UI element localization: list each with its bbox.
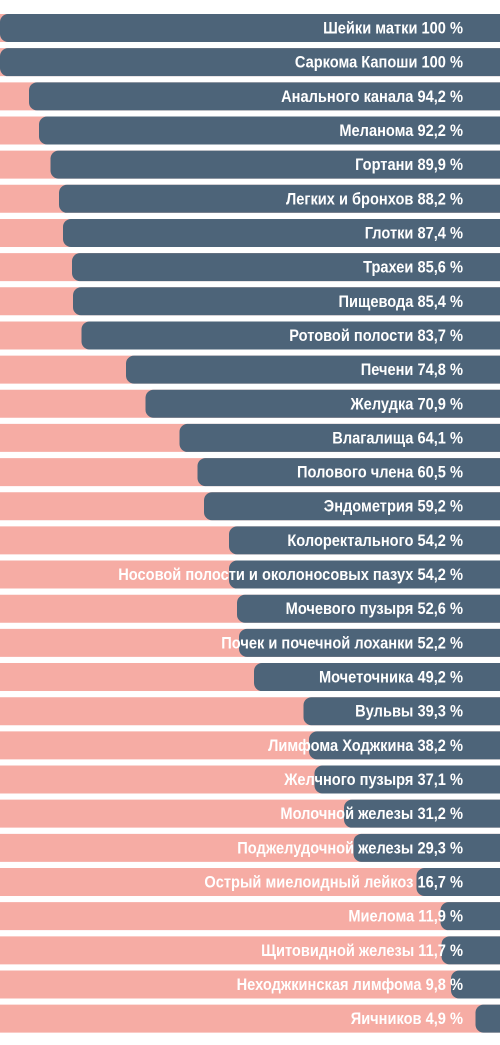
value-bar	[229, 560, 500, 589]
bar-label: Желчного пузыря 37,1 %	[283, 770, 463, 789]
value-bar	[0, 14, 500, 42]
remainder-bar	[0, 902, 500, 931]
bar-label: Эндометрия 59,2 %	[324, 497, 463, 516]
bar-label: Глотки 87,4 %	[365, 223, 463, 242]
value-bar	[440, 902, 500, 931]
bar-label: Полового члена 60,5 %	[297, 463, 463, 482]
bar-label: Мочеточника 49,2 %	[319, 668, 463, 687]
value-bar	[353, 833, 500, 862]
remainder-bar	[0, 1004, 500, 1033]
bar-label: Печени 74,8 %	[361, 360, 463, 379]
bar-label: Легких и бронхов 88,2 %	[286, 189, 463, 208]
value-bar	[63, 218, 500, 247]
value-bar	[237, 594, 500, 623]
bar-label: Гортани 89,9 %	[355, 155, 463, 174]
bar-label: Острый миелоидный лейкоз 16,7 %	[204, 873, 463, 892]
remainder-bar	[0, 868, 500, 896]
value-bar	[344, 799, 500, 828]
value-bar	[475, 1004, 500, 1033]
value-bar	[72, 253, 500, 282]
bar-label: Вульвы 39,3 %	[355, 702, 463, 721]
bar-label: Неходжкинская лимфома 9,8 %	[237, 975, 463, 994]
bar-label: Саркома Капоши 100 %	[295, 53, 463, 72]
bar-label: Анального канала 94,2 %	[281, 87, 463, 106]
value-bar	[39, 116, 500, 145]
value-bar	[73, 287, 500, 316]
remainder-bar	[0, 936, 500, 965]
value-bar	[50, 150, 500, 179]
remainder-bar	[0, 970, 500, 999]
value-bar	[239, 628, 500, 657]
value-bar	[309, 731, 500, 760]
value-bar	[204, 492, 500, 521]
value-bar	[179, 423, 500, 452]
bar-label: Лимфома Ходжкина 38,2 %	[268, 736, 463, 755]
bar-label: Меланома 92,2 %	[339, 121, 463, 140]
bar-label: Желудка 70,9 %	[350, 394, 463, 413]
bar-label: Ротовой полости 83,7 %	[289, 326, 463, 345]
value-bar	[416, 868, 500, 896]
value-bar	[126, 355, 500, 384]
bar-label: Шейки матки 100 %	[323, 19, 463, 38]
bar-label: Поджелудочной железы 29,3 %	[237, 838, 463, 857]
bar-label: Мочевого пузыря 52,6 %	[286, 599, 463, 618]
value-bar	[81, 321, 500, 350]
value-bar	[441, 936, 500, 965]
bar-label: Молочной железы 31,2 %	[280, 804, 463, 823]
value-bar	[451, 970, 500, 999]
bar-label: Колоректального 54,2 %	[287, 531, 463, 550]
value-bar	[254, 663, 500, 692]
bar-label: Почек и почечной лоханки 52,2 %	[221, 633, 463, 652]
value-bar	[197, 458, 500, 487]
bar-label: Влагалища 64,1 %	[332, 428, 463, 447]
bar-label: Трахеи 85,6 %	[363, 258, 463, 277]
bar-label: Пищевода 85,4 %	[339, 292, 463, 311]
value-bar	[29, 82, 500, 111]
value-bar	[0, 48, 500, 77]
value-bar	[229, 526, 500, 555]
value-bar	[314, 765, 500, 794]
value-bar	[303, 697, 500, 726]
bar-label: Носовой полости и околоносовых пазух 54,…	[118, 565, 463, 584]
value-bar	[145, 389, 500, 418]
bar-label: Яичников 4,9 %	[351, 1009, 463, 1028]
bar-label: Миелома 11,9 %	[348, 907, 463, 926]
bar-label: Щитовидной железы 11,7 %	[261, 941, 463, 960]
value-bar	[59, 184, 500, 213]
